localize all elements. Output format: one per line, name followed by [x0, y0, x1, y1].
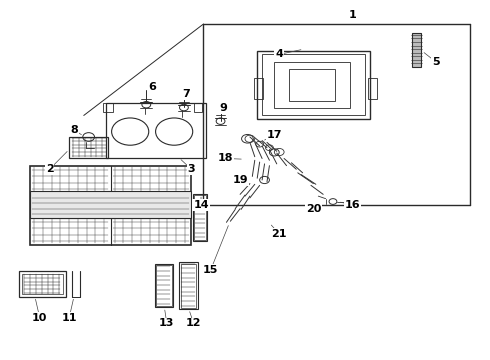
Bar [194, 103, 202, 112]
Bar [179, 262, 197, 309]
Text: 3: 3 [188, 164, 195, 174]
Text: 10: 10 [32, 313, 48, 323]
Bar [30, 166, 191, 244]
Bar [180, 264, 196, 308]
Text: 19: 19 [232, 175, 248, 185]
Text: 11: 11 [61, 313, 77, 323]
Text: 1: 1 [348, 10, 356, 20]
Text: 2: 2 [46, 164, 53, 174]
Bar [156, 265, 172, 306]
Text: 21: 21 [271, 229, 287, 239]
Text: 18: 18 [218, 153, 233, 163]
Bar [412, 33, 421, 67]
Bar [289, 69, 335, 101]
Bar [22, 274, 63, 294]
Text: 7: 7 [182, 89, 190, 99]
Bar [30, 191, 191, 218]
Text: 8: 8 [70, 125, 78, 135]
Bar [155, 264, 173, 307]
Text: 13: 13 [159, 319, 174, 328]
Bar [254, 78, 263, 99]
Bar [262, 54, 365, 116]
Bar [19, 271, 66, 297]
Text: 12: 12 [186, 319, 201, 328]
Bar [69, 137, 108, 158]
Text: 9: 9 [219, 103, 227, 113]
Bar [194, 195, 206, 240]
Bar [368, 78, 377, 99]
Text: 16: 16 [344, 200, 360, 210]
Text: 15: 15 [203, 265, 219, 275]
Text: 14: 14 [193, 200, 209, 210]
Bar [274, 62, 350, 108]
Bar [193, 194, 207, 241]
Text: 20: 20 [306, 204, 321, 214]
Text: 6: 6 [148, 82, 156, 92]
Text: 4: 4 [275, 49, 283, 59]
Bar [103, 103, 113, 112]
Text: 17: 17 [267, 130, 282, 140]
Bar [257, 51, 369, 119]
Text: 5: 5 [432, 57, 440, 67]
Bar [106, 103, 206, 158]
